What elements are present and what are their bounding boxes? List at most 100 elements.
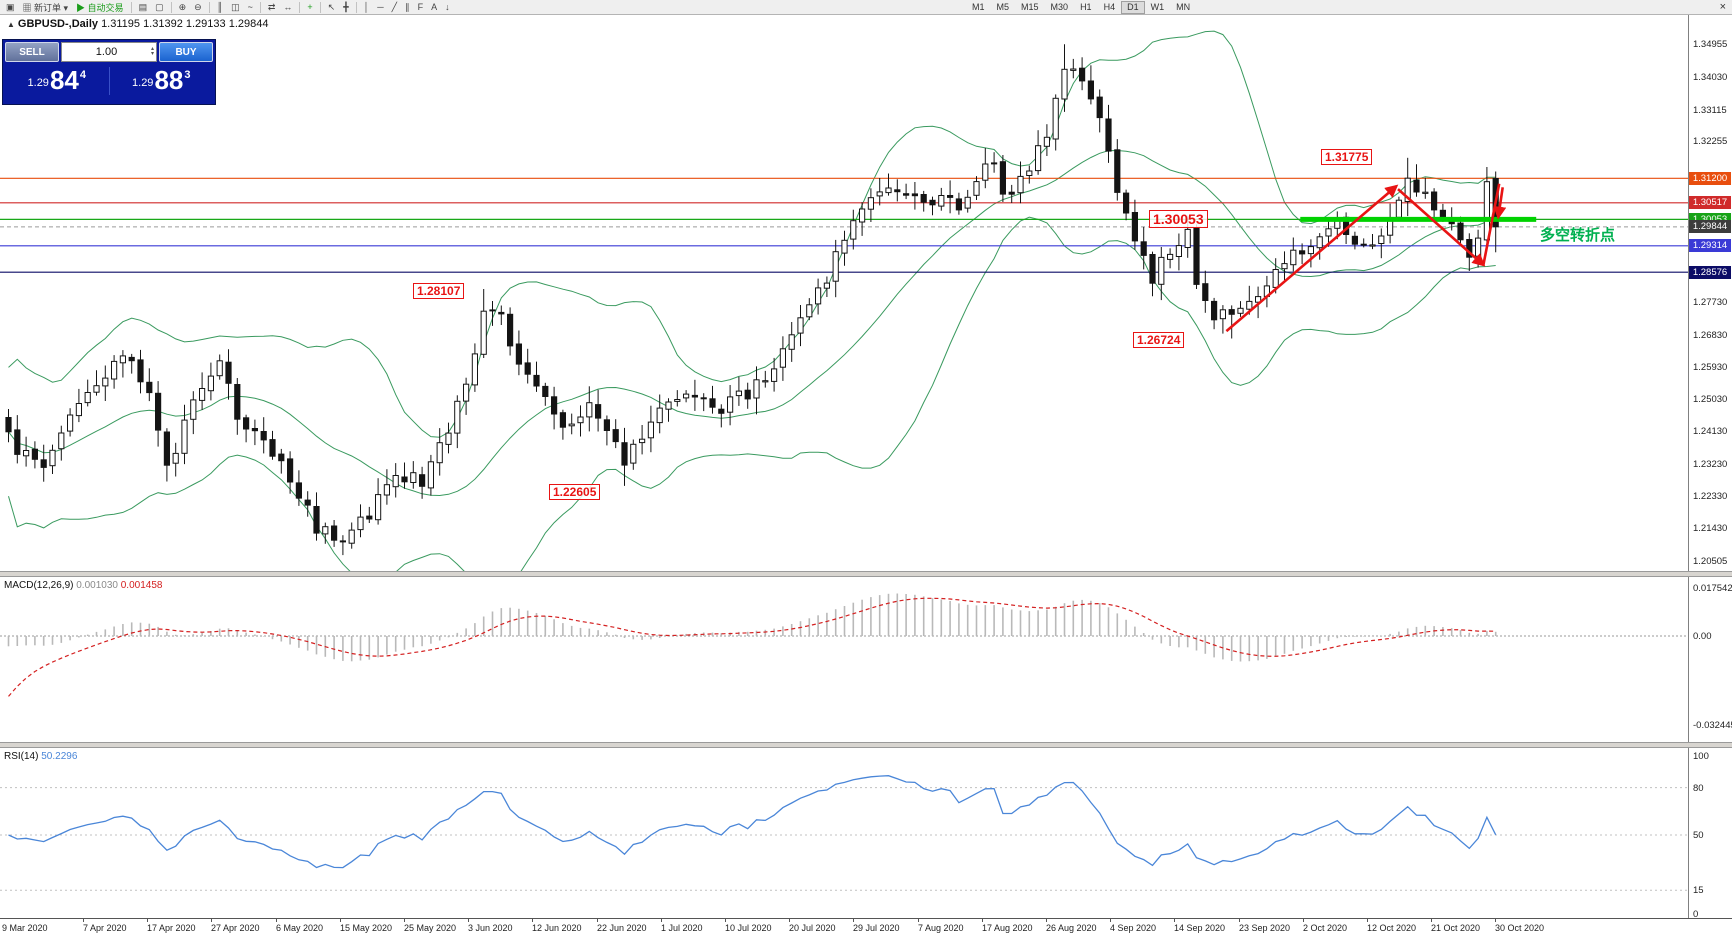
indicators-icon[interactable]: +	[307, 2, 313, 12]
bid-pipette: 4	[79, 68, 86, 81]
cursor-icon[interactable]: ↖	[327, 1, 336, 12]
timeframe-button-mn[interactable]: MN	[1176, 2, 1191, 12]
date-tick	[597, 919, 598, 922]
volume-down-icon[interactable]: ▾	[150, 51, 154, 57]
price-scale[interactable]: 1.34955 1.34030 1.33115 1.32255 1.27730 1.268…	[1688, 0, 1732, 936]
symbol-period-label: GBPUSD-,Daily	[17, 18, 98, 30]
date-tick	[1046, 919, 1047, 922]
chart-shift-icon[interactable]: ↔	[283, 2, 293, 12]
price-annotation[interactable]: 1.31775	[1321, 149, 1373, 165]
turning-point-note[interactable]: 多空转折点	[1540, 227, 1616, 244]
date-axis-label: 7 Apr 2020	[83, 923, 127, 933]
scale-border	[1688, 15, 1689, 918]
zoom-in-icon[interactable]: ⊕	[178, 1, 187, 12]
date-tick	[1174, 919, 1175, 922]
autotrading-button[interactable]: ▶ 自动交易	[76, 2, 124, 13]
timeframe-button-m30[interactable]: M30	[1050, 2, 1069, 12]
price-annotation[interactable]: 1.28107	[413, 283, 465, 299]
trend-arrow[interactable]	[1482, 183, 1501, 266]
price-scale-label: 1.32255	[1693, 136, 1728, 147]
profiles-icon[interactable]: ▤	[138, 1, 148, 12]
date-tick	[789, 919, 790, 922]
crosshair-icon[interactable]: ╋	[343, 1, 349, 12]
timeframe-button-h4[interactable]: H4	[1103, 2, 1116, 12]
timeframe-button-h1[interactable]: H1	[1080, 2, 1092, 12]
volume-stepper-arrows[interactable]: ▴ ▾	[150, 46, 156, 57]
timeframe-button-m15[interactable]: M15	[1021, 2, 1039, 12]
price-annotation[interactable]: 1.26724	[1133, 332, 1185, 348]
price-scale-tag: 1.30517	[1689, 196, 1731, 209]
price-scale-label: 1.25030	[1693, 394, 1728, 405]
rsi-value: 50.2296	[41, 751, 78, 762]
vertical-line-icon[interactable]: │	[363, 2, 370, 12]
volume-value[interactable]: 1.00	[95, 46, 118, 58]
date-tick	[1431, 919, 1432, 922]
date-tick	[1110, 919, 1111, 922]
date-tick	[1303, 919, 1304, 922]
trendline-icon[interactable]: ╱	[391, 1, 398, 12]
cascade-windows-icon[interactable]: ▢	[155, 1, 164, 12]
rsi-panel[interactable]	[0, 775, 1688, 891]
panel-splitter[interactable]	[0, 571, 1732, 577]
toolbar: ▣ ▦ 新订单 ▾ ▶ 自动交易 ▤ ▢ ⊕ ⊖ ║ ◫ ~ ⇄ ↔ + ↖ ╋ │ ─ ╱ ∥ F A ↓ M1 M5 M1…	[0, 0, 1732, 15]
date-axis[interactable]: 9 Mar 2020 7 Apr 2020 17 Apr 2020 27 Apr 20…	[0, 918, 1732, 936]
text-label-icon[interactable]: A	[431, 2, 438, 12]
date-axis-label: 23 Sep 2020	[1239, 923, 1291, 933]
new-order-button[interactable]: ▦ 新订单 ▾	[22, 2, 69, 13]
toolbar-separator	[299, 1, 301, 13]
date-tick	[918, 919, 919, 922]
toolbar-separator	[259, 1, 261, 13]
sell-button[interactable]: SELL	[5, 42, 59, 62]
trend-arrow[interactable]	[1397, 188, 1486, 267]
date-axis-label: 17 Apr 2020	[147, 923, 196, 933]
date-axis-label: 22 Jun 2020	[597, 923, 647, 933]
main-chart-layer[interactable]	[0, 30, 1688, 599]
bar-chart-icon[interactable]: ║	[216, 2, 224, 12]
zoom-out-icon[interactable]: ⊖	[194, 1, 202, 12]
candles-layer	[5, 44, 1499, 556]
auto-scroll-icon[interactable]: ⇄	[267, 1, 276, 12]
date-tick	[532, 919, 533, 922]
date-tick	[1239, 919, 1240, 922]
fibonacci-icon[interactable]: F	[417, 2, 424, 12]
horizontal-line-icon[interactable]: ─	[377, 2, 384, 12]
toolbar-buttons: ▣ ▦ 新订单 ▾ ▶ 自动交易 ▤ ▢ ⊕ ⊖ ║ ◫ ~ ⇄ ↔ + ↖ ╋ │ ─ ╱ ∥ F A ↓	[2, 1, 454, 14]
date-tick	[853, 919, 854, 922]
date-axis-label: 7 Aug 2020	[918, 923, 964, 933]
timeframe-button-m5[interactable]: M5	[996, 2, 1010, 12]
new-chart-icon[interactable]: ▣	[6, 1, 15, 12]
date-axis-label: 1 Jul 2020	[661, 923, 703, 933]
macd-panel[interactable]	[0, 593, 1688, 697]
date-axis-label: 26 Aug 2020	[1046, 923, 1097, 933]
date-tick	[982, 919, 983, 922]
timeframe-button-m1[interactable]: M1	[972, 2, 985, 12]
line-chart-icon[interactable]: ~	[247, 2, 253, 12]
close-icon[interactable]: ×	[1719, 1, 1726, 13]
price-annotation[interactable]: 1.30053	[1149, 210, 1208, 228]
panel-splitter[interactable]	[0, 742, 1732, 748]
trend-arrow[interactable]	[1225, 184, 1399, 333]
bid-big-digits: 84	[49, 64, 79, 95]
arrow-objects-icon[interactable]: ↓	[445, 2, 450, 12]
price-annotation[interactable]: 1.22605	[549, 484, 601, 500]
macd-indicator-label: MACD(12,26,9) 0.001030 0.001458	[4, 580, 162, 591]
volume-stepper[interactable]: 1.00 ▴ ▾	[61, 42, 157, 62]
candlestick-chart-icon[interactable]: ◫	[231, 1, 240, 12]
date-tick	[1367, 919, 1368, 922]
volume-up-icon[interactable]: ▴	[150, 46, 154, 52]
timeframe-button-d1[interactable]: D1	[1121, 1, 1145, 14]
buy-button[interactable]: BUY	[159, 42, 213, 62]
date-axis-label: 25 May 2020	[404, 923, 457, 933]
ask-price: 1.29 88 3	[110, 67, 214, 94]
macd-name: MACD(12,26,9)	[4, 580, 74, 591]
trend-arrow[interactable]	[1493, 187, 1507, 220]
date-axis-label: 9 Mar 2020	[2, 923, 48, 933]
rsi-scale-label: 100	[1693, 751, 1709, 762]
toolbar-separator	[208, 1, 210, 13]
date-axis-label: 10 Jul 2020	[725, 923, 772, 933]
timeframe-button-w1[interactable]: W1	[1150, 2, 1165, 12]
equidistant-channel-icon[interactable]: ∥	[405, 1, 410, 12]
rsi-line	[8, 775, 1497, 869]
